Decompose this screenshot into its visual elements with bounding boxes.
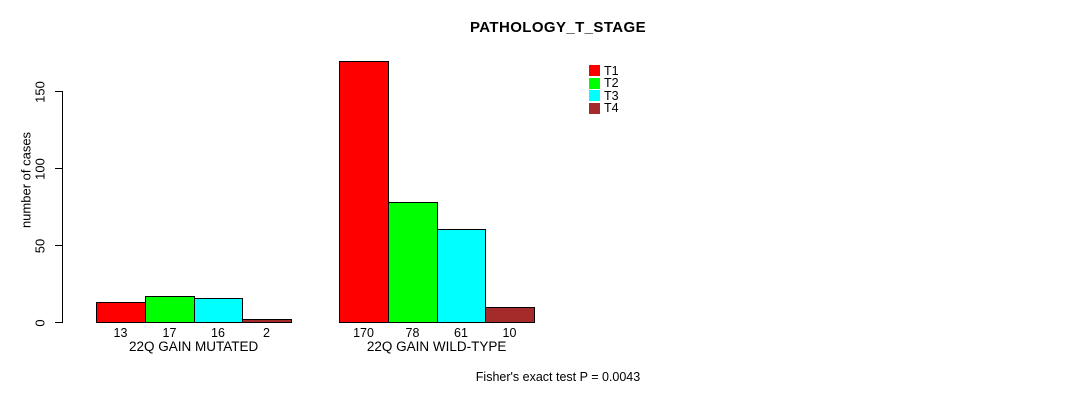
chart-title: PATHOLOGY_T_STAGE [470,19,646,36]
legend-swatch-t1 [589,65,600,76]
y-tick-label: 100 [32,157,48,180]
bar-value-label: 2 [263,325,270,340]
legend-item-label: T2 [604,76,619,91]
y-axis-line [62,91,63,323]
legend-item-label: T4 [604,101,619,116]
bar-t1-g2 [339,60,389,324]
bar-value-label: 16 [211,325,225,340]
bar-value-label: 17 [162,325,177,340]
bar-t3-g2 [437,228,486,324]
bar-value-label: 61 [454,325,468,340]
y-tick-mark [55,322,62,323]
legend-swatch-t2 [589,77,600,89]
bar-t3-g1 [194,297,243,324]
bar-t2-g2 [388,202,438,324]
bar-value-label: 13 [113,325,128,340]
bar-t2-g1 [145,296,195,324]
bar-t1-g1 [96,302,146,324]
bar-value-label: 10 [502,325,517,340]
bar-t4-g2 [485,307,535,324]
bar-value-label: 170 [353,325,374,340]
bar-value-label: 78 [405,325,420,340]
bar-t4-g1 [242,319,292,324]
y-tick-mark [55,91,62,93]
y-tick-label: 150 [32,80,48,103]
legend-swatch-t4 [589,102,600,114]
x-category-label: 22Q GAIN WILD-TYPE [366,339,507,354]
y-axis-label: number of cases [18,131,34,229]
y-tick-label: 0 [32,318,48,327]
legend-item-label: T1 [604,63,619,78]
x-category-label: 22Q GAIN MUTATED [128,339,259,354]
y-tick-mark [55,245,62,247]
legend-swatch-t3 [589,90,600,102]
y-tick-mark [55,168,62,170]
legend-item-label: T3 [604,88,619,103]
annotation-text: Fisher's exact test P = 0.0043 [475,370,641,384]
y-tick-label: 50 [32,238,48,253]
